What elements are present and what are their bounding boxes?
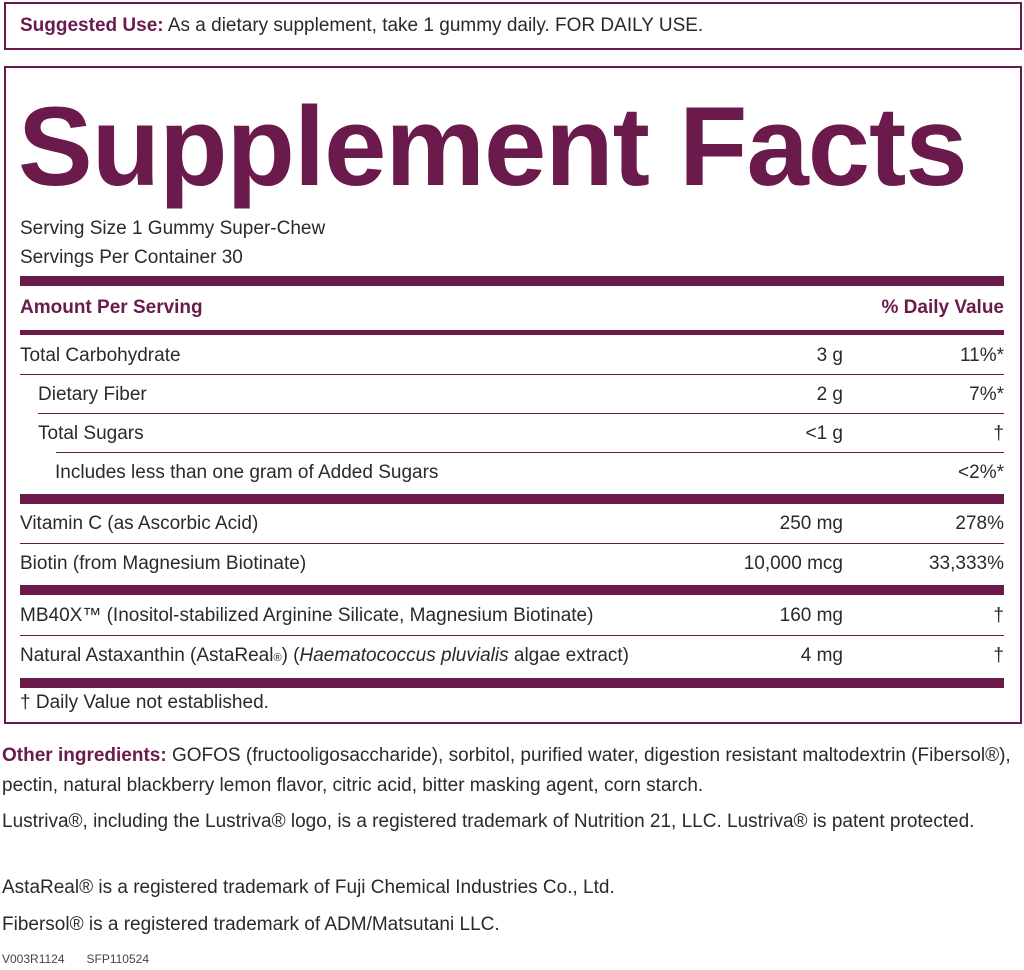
nutrient-name: Total Sugars <box>38 423 144 444</box>
nutrient-name: Vitamin C (as Ascorbic Acid) <box>20 513 259 534</box>
nutrient-amount: 160 mg <box>779 605 843 626</box>
nutrient-amount: 250 mg <box>779 513 843 534</box>
nutrient-daily-value: 278% <box>955 513 1004 534</box>
nutrient-amount: 3 g <box>816 345 843 366</box>
other-ingredients-label: Other ingredients: <box>2 745 167 766</box>
nutrient-name: Dietary Fiber <box>38 384 147 405</box>
nutrient-daily-value: <2%* <box>958 462 1004 483</box>
daily-value-label: % Daily Value <box>881 297 1004 318</box>
footnote: † Daily Value not established. <box>20 692 269 713</box>
nutrient-daily-value: † <box>993 423 1004 444</box>
nutrient-row: Total Sugars <1 g † <box>20 415 1004 453</box>
nutrient-amount: <1 g <box>805 423 843 444</box>
row-divider <box>56 452 1004 453</box>
nutrient-row: Natural Astaxanthin (AstaReal®) (Haemato… <box>20 637 1004 675</box>
registered-mark: ® <box>273 652 282 664</box>
nutrient-name: Biotin (from Magnesium Biotinate) <box>20 553 307 574</box>
nutrient-row: Biotin (from Magnesium Biotinate) 10,000… <box>20 545 1004 583</box>
nutrient-amount: 10,000 mcg <box>743 553 843 574</box>
label-codes: V003R1124 SFP110524 <box>2 952 149 966</box>
nutrient-row: Vitamin C (as Ascorbic Acid) 250 mg 278% <box>20 505 1004 543</box>
trademark-notice: AstaReal® is a registered trademark of F… <box>2 877 615 898</box>
thick-divider <box>20 494 1004 504</box>
astaxanthin-name-prefix: Natural Astaxanthin (AstaReal <box>20 645 274 666</box>
row-divider <box>20 374 1004 375</box>
nutrient-row: Dietary Fiber 2 g 7%* <box>20 376 1004 414</box>
medium-divider <box>20 330 1004 335</box>
suggested-use-label: Suggested Use: <box>20 15 164 36</box>
serving-size: Serving Size 1 Gummy Super-Chew <box>20 218 326 239</box>
astaxanthin-name-mid: ) ( <box>281 645 300 666</box>
nutrient-daily-value: 7%* <box>969 384 1004 405</box>
thick-divider <box>20 276 1004 286</box>
nutrient-row: Total Carbohydrate 3 g 11%* <box>20 337 1004 375</box>
thick-divider <box>20 585 1004 595</box>
sfp-code: SFP110524 <box>86 952 150 966</box>
row-divider <box>38 413 1004 414</box>
nutrient-daily-value: † <box>993 605 1004 626</box>
facts-header-row: Amount Per Serving % Daily Value <box>20 289 1004 327</box>
version-code: V003R1124 <box>2 952 65 966</box>
row-divider <box>20 635 1004 636</box>
nutrient-amount: 2 g <box>816 384 843 405</box>
row-divider <box>20 543 1004 544</box>
supplement-facts-panel: Supplement Facts Serving Size 1 Gummy Su… <box>4 66 1022 724</box>
thick-divider <box>20 678 1004 688</box>
nutrient-daily-value: 11%* <box>959 345 1004 366</box>
amount-per-serving-label: Amount Per Serving <box>20 297 203 318</box>
nutrient-name: MB40X™ (Inositol-stabilized Arginine Sil… <box>20 605 594 626</box>
nutrient-name: Total Carbohydrate <box>20 345 181 366</box>
other-ingredients-text: GOFOS (fructooligosaccharide), sorbitol,… <box>2 745 1011 796</box>
nutrient-amount: 4 mg <box>800 645 843 666</box>
other-ingredients: Other ingredients: GOFOS (fructooligosac… <box>2 741 1020 801</box>
trademark-notice: Lustriva®, including the Lustriva® logo,… <box>2 811 975 832</box>
nutrient-row: Includes less than one gram of Added Sug… <box>20 454 1004 492</box>
servings-per-container: Servings Per Container 30 <box>20 247 243 268</box>
astaxanthin-name-suffix: algae extract) <box>508 645 630 666</box>
nutrient-daily-value: 33,333% <box>928 553 1004 574</box>
trademark-notice: Fibersol® is a registered trademark of A… <box>2 914 500 935</box>
nutrient-daily-value: † <box>993 645 1004 666</box>
nutrient-row: MB40X™ (Inositol-stabilized Arginine Sil… <box>20 597 1004 635</box>
suggested-use-text: As a dietary supplement, take 1 gummy da… <box>163 15 704 36</box>
nutrient-name: Includes less than one gram of Added Sug… <box>55 462 439 483</box>
facts-title: Supplement Facts <box>18 84 968 209</box>
astaxanthin-latin-name: Haematococcus pluvialis <box>299 645 509 666</box>
suggested-use-box: Suggested Use: As a dietary supplement, … <box>4 2 1022 50</box>
nutrient-name: Natural Astaxanthin (AstaReal®) (Haemato… <box>20 637 629 675</box>
